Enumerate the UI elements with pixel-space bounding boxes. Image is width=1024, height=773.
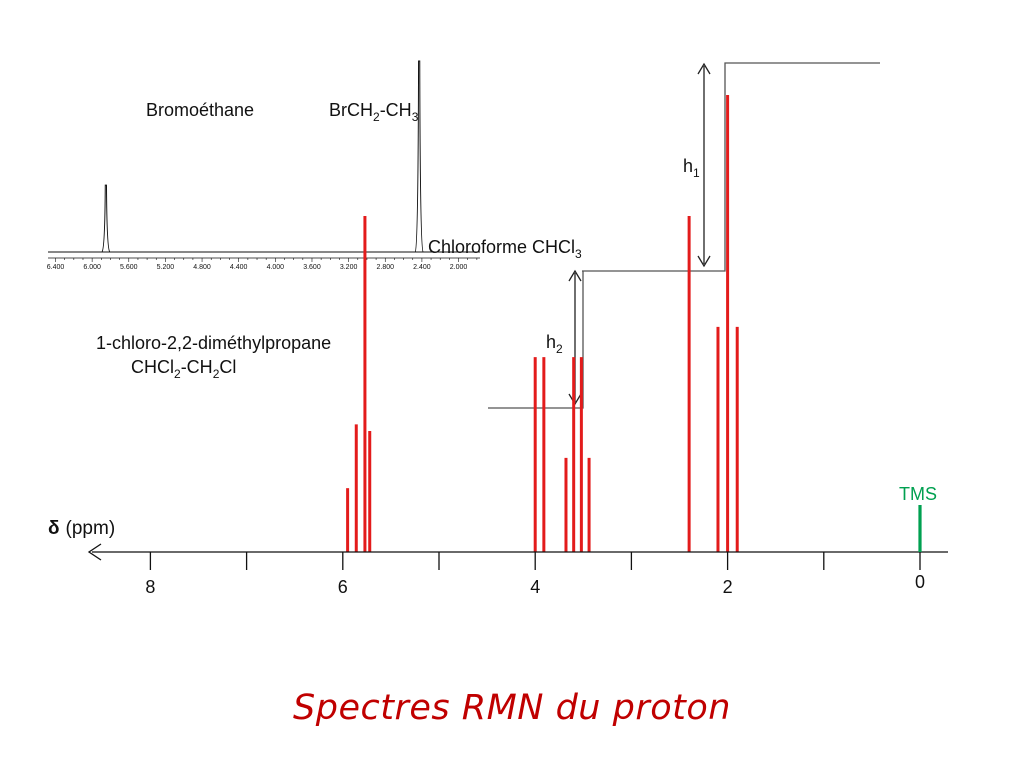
inset-tick-label: 2.400	[413, 264, 431, 271]
integration-curve-upper	[582, 62, 880, 272]
axis-tick-label: 6	[338, 577, 348, 597]
axis-arrow-head	[87, 543, 102, 561]
chloroform-label: Chloroforme CHCl3	[428, 237, 582, 261]
inset-tick-label: 3.600	[303, 264, 321, 271]
inset-tick-label: 4.400	[230, 264, 248, 271]
dimethylpropane-formula: CHCl2-CH2Cl	[131, 357, 236, 381]
axis-tick-label: 2	[723, 577, 733, 597]
inset-peak	[101, 184, 111, 253]
inset-tick-label: 4.800	[193, 264, 211, 271]
tms-label: TMS	[899, 484, 937, 504]
inset-tick-label: 5.200	[157, 264, 175, 271]
inset-tick-label: 6.400	[47, 264, 65, 271]
dimethylpropane-label: 1-chloro-2,2-diméthylpropane	[96, 333, 331, 353]
inset-tick-label: 6.000	[83, 264, 101, 271]
integration-curve-lower	[488, 271, 584, 409]
axis-tick-label: 8	[145, 577, 155, 597]
inset-tick-label: 2.800	[376, 264, 394, 271]
bromoethane-label: Bromoéthane	[146, 100, 254, 120]
h2-label: h2	[546, 332, 563, 356]
h1-label: h1	[683, 156, 700, 180]
inset-tick-label: 5.600	[120, 264, 138, 271]
axis-tick-label: 0	[915, 572, 925, 592]
inset-peak	[414, 60, 424, 253]
inset-tick-label: 3.200	[340, 264, 358, 271]
slide-title: Spectres RMN du proton	[293, 688, 731, 728]
axis-label: δ (ppm)	[48, 518, 115, 539]
inset-spectrum: 6.400 6.000 5.600 5.200 4.800 4.400 4.000 3.600…	[47, 60, 480, 271]
spectrum-peaks	[346, 95, 739, 552]
inset-tick-label: 4.000	[267, 264, 285, 271]
h1-arrow	[697, 62, 711, 268]
axis-tick-label: 4	[530, 577, 540, 597]
ppm-axis: 8 6 4 2 0	[87, 543, 948, 597]
inset-tick-label: 2.000	[450, 264, 468, 271]
bromoethane-formula: BrCH2-CH3	[329, 100, 419, 124]
